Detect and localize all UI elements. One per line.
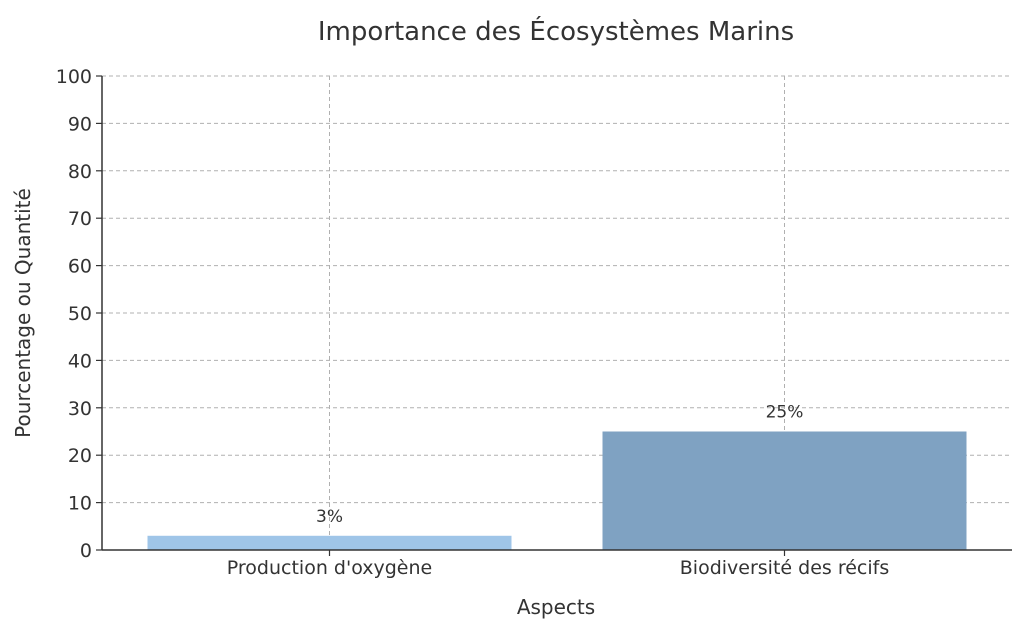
y-tick-label: 20 xyxy=(68,445,92,467)
y-tick-label: 50 xyxy=(68,303,92,325)
y-tick-label: 90 xyxy=(68,113,92,135)
x-axis-label: Aspects xyxy=(517,595,595,619)
chart-title: Importance des Écosystèmes Marins xyxy=(318,15,794,47)
bar xyxy=(602,431,967,550)
y-tick-label: 40 xyxy=(68,350,92,372)
y-tick-label: 100 xyxy=(56,66,92,88)
y-tick-label: 0 xyxy=(80,540,92,562)
y-tick-label: 10 xyxy=(68,493,92,515)
y-axis-label: Pourcentage ou Quantité xyxy=(11,188,35,438)
bar-value-label: 3% xyxy=(316,507,343,527)
bar-value-labels: 3% 25% xyxy=(316,403,803,527)
y-ticks: 0 10 20 30 40 50 60 70 80 90 100 xyxy=(56,66,102,562)
bar xyxy=(147,535,512,550)
y-tick-label: 80 xyxy=(68,161,92,183)
x-ticks: Production d'oxygène Biodiversité des réc… xyxy=(227,550,889,579)
bar-value-label: 25% xyxy=(766,403,804,423)
x-tick-label: Production d'oxygène xyxy=(227,557,432,579)
bars xyxy=(147,431,967,550)
y-tick-label: 30 xyxy=(68,398,92,420)
x-tick-label: Biodiversité des récifs xyxy=(680,557,889,579)
y-tick-label: 60 xyxy=(68,256,92,278)
y-tick-label: 70 xyxy=(68,208,92,230)
